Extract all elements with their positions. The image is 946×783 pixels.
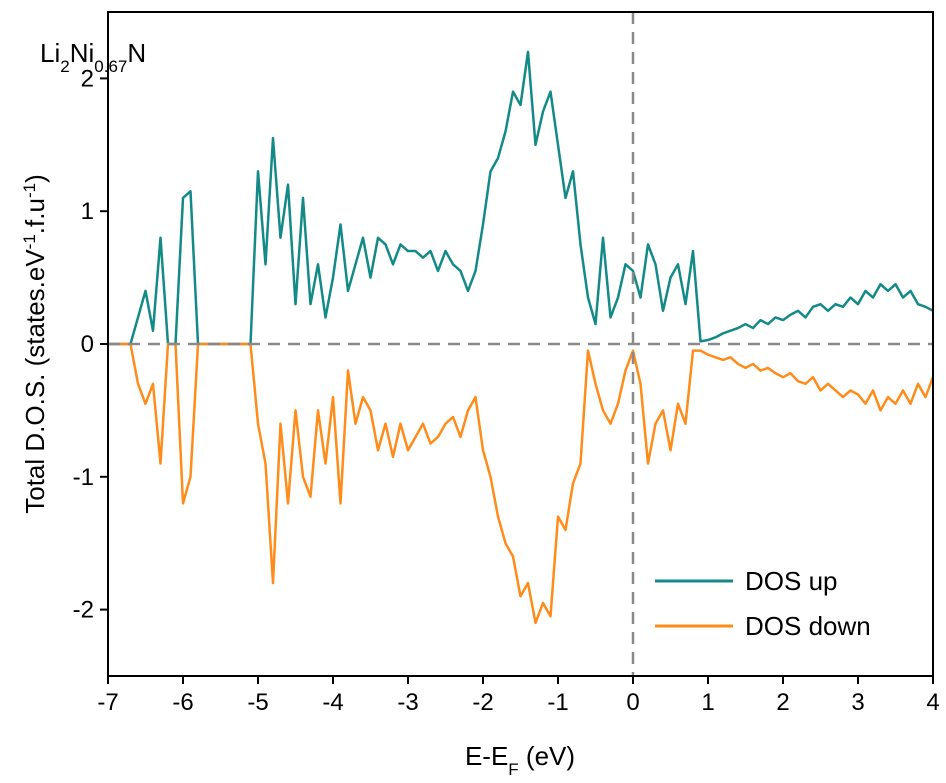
y-tick-label: 2 [81,65,94,92]
x-tick-label: -6 [172,689,193,716]
x-axis-label: E-EF (eV) [465,741,575,779]
x-tick-label: -7 [97,689,118,716]
x-tick-label: 2 [776,689,789,716]
x-tick-label: -4 [322,689,343,716]
annotation-subscript: 2 [60,57,69,76]
annotation: Li2Ni0.67N [40,38,146,76]
y-tick-label: -2 [73,597,94,624]
x-label-text: E-E [465,741,508,771]
annotation-subscript: 0.67 [94,57,127,76]
y-tick-label: 1 [81,198,94,225]
y-label-text: Total D.O.S. (states.eV [20,249,50,514]
x-label-text: (eV) [519,741,575,771]
x-tick-label: -2 [472,689,493,716]
annotation-text: N [127,38,146,68]
y-tick-label: 0 [81,331,94,358]
y-tick-label: -1 [73,464,94,491]
y-label-superscript: -1 [20,234,39,249]
dos-line [108,342,935,625]
annotation-text: Li [40,38,60,68]
y-label-superscript: -1 [20,183,39,198]
x-tick-label: -5 [247,689,268,716]
x-tick-label: -1 [547,689,568,716]
x-tick-label: 0 [626,689,639,716]
y-label-text: .f.u [20,198,50,234]
x-tick-label: 1 [701,689,714,716]
legend-label: DOS down [745,611,871,641]
x-label-subscript: F [508,760,518,779]
x-tick-label: 3 [851,689,864,716]
annotation-text: Ni [70,38,95,68]
legend-label: DOS up [745,566,838,596]
y-axis-label: Total D.O.S. (states.eV-1.f.u-1) [20,174,51,514]
y-label-text: ) [20,174,50,183]
dos-line [108,50,934,346]
plot-frame [107,11,934,677]
x-tick-label: -3 [397,689,418,716]
x-tick-label: 4 [926,689,939,716]
